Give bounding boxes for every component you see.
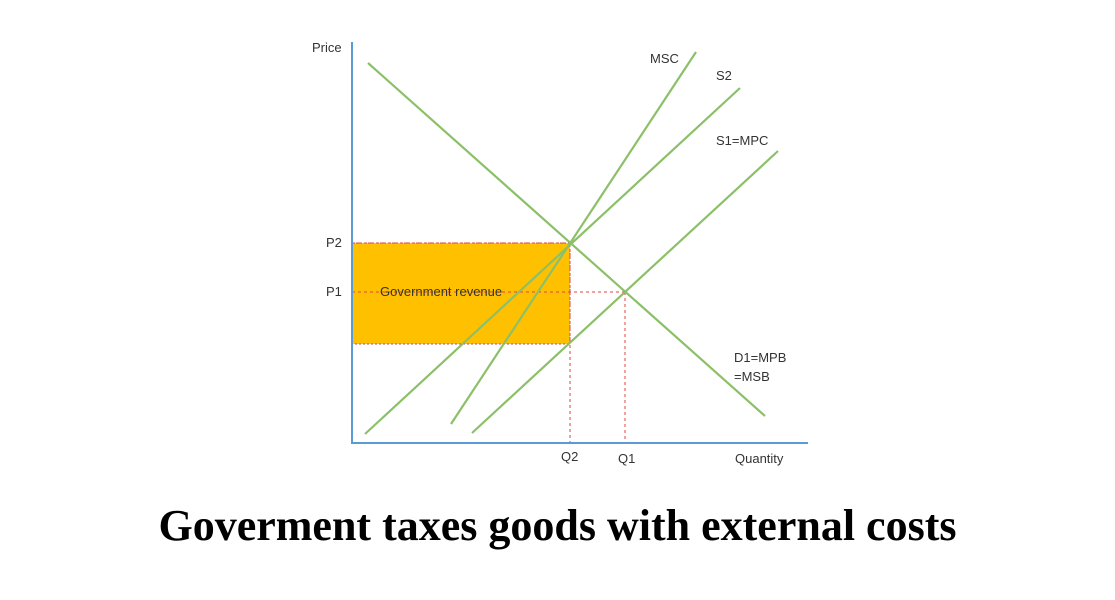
s1-label: S1=MPC	[716, 133, 768, 148]
msc-curve	[450, 51, 697, 425]
q1-label: Q1	[618, 451, 635, 466]
government-revenue-area	[352, 243, 570, 344]
government-revenue-label: Government revenue	[380, 284, 502, 299]
s2-curve	[364, 87, 741, 435]
demand-label-line1: D1=MPB	[734, 350, 786, 365]
diagram-caption: Goverment taxes goods with external cost…	[158, 501, 957, 550]
demand-curve	[367, 62, 766, 417]
s2-label: S2	[716, 68, 732, 83]
q2-label: Q2	[561, 449, 578, 464]
s1-curve	[471, 150, 779, 434]
x-axis-label: Quantity	[735, 451, 784, 466]
demand-label-line2: =MSB	[734, 369, 770, 384]
msc-label: MSC	[650, 51, 679, 66]
y-axis-label: Price	[312, 40, 342, 55]
p1-label: P1	[326, 284, 342, 299]
p2-label: P2	[326, 235, 342, 250]
